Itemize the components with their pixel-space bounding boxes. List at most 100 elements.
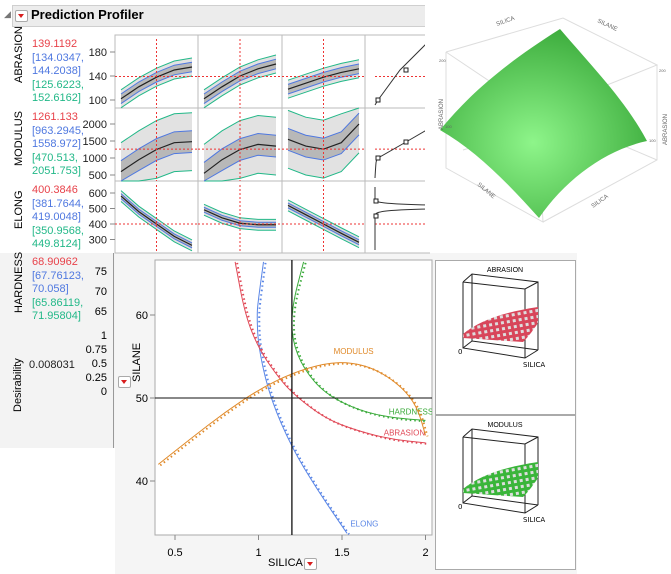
- desirability-handle: [375, 97, 381, 103]
- desirability-tick-label: 1: [100, 330, 107, 342]
- response-name-elong: ELONG: [13, 190, 25, 229]
- confidence-interval-high: 144.2038]: [32, 65, 81, 77]
- y-tick-label: 500: [89, 204, 107, 216]
- y-tick-label: 2000: [83, 119, 107, 131]
- abrasion-surface: [440, 29, 647, 218]
- mini-x-label: SILICA: [523, 516, 545, 524]
- left-panel: [0, 253, 115, 448]
- y-tick-label: 500: [89, 170, 107, 182]
- prediction-interval-band-lower: [120, 75, 193, 109]
- response-name-abrasion: ABRASION: [13, 26, 25, 83]
- prediction-interval-band-lower: [287, 152, 360, 179]
- y-tick-label: 180: [89, 47, 107, 59]
- confidence-band-upper: [203, 133, 277, 163]
- y-tick-label: 60: [136, 310, 148, 322]
- prediction-interval-high: 71.95804]: [32, 310, 81, 322]
- prediction-interval-high: 152.6162]: [32, 92, 81, 104]
- z-tick-100: 100: [445, 124, 452, 129]
- left-abrasion-label: ABRASION: [439, 99, 445, 130]
- prediction-interval-high: 2051.753]: [32, 165, 81, 177]
- surface-plot-3d[interactable]: SILICA SILANE ABRASION ABRASION SILANE S…: [425, 0, 671, 232]
- confidence-band: [288, 113, 359, 161]
- confidence-interval-high: 419.0048]: [32, 211, 81, 223]
- silane-menu-icon[interactable]: [118, 376, 131, 388]
- prediction-interval-band-lower: [287, 77, 360, 99]
- profiler-title: Prediction Profiler: [31, 7, 144, 22]
- contour-profiler: 0.5 1 1.5 2 40 50 60 ELONG ABRASION HARDNESS MODUL…: [136, 259, 433, 559]
- y-tick-label: 1500: [83, 136, 107, 148]
- confidence-band-upper: [203, 206, 276, 223]
- silica-menu-icon[interactable]: [304, 558, 317, 570]
- x-tick-label: 1: [255, 547, 261, 559]
- prediction-interval-low: [65.86119,: [32, 297, 84, 309]
- contour-label-elong: ELONG: [350, 520, 378, 529]
- disclosure-triangle-icon[interactable]: ◢: [4, 10, 11, 20]
- prediction-interval-low: [350.9568,: [32, 225, 84, 237]
- mini-surface: [463, 462, 538, 497]
- y-tick-label: 40: [136, 476, 148, 488]
- y-tick-label: 100: [89, 95, 107, 107]
- y-tick-label: 1000: [83, 153, 107, 165]
- y-tick-label: 400: [89, 219, 107, 231]
- desirability-value: 0.008031: [29, 359, 75, 371]
- silane-axis-text: SILANE: [131, 342, 143, 382]
- mini-surface-abrasion[interactable]: ABRASION 0 SILICA: [435, 260, 576, 415]
- contour-modulus: [157, 362, 426, 465]
- predicted-value: 139.1192: [32, 38, 78, 50]
- prediction-interval-band-lower: [203, 214, 276, 231]
- hardness-tick-label: 75: [94, 266, 107, 278]
- x-tick-label: 0.5: [167, 547, 182, 559]
- response-name-hardness: HARDNESS: [13, 251, 25, 313]
- desirability-handle: [373, 198, 379, 204]
- prediction-trace: [203, 209, 276, 226]
- desirability-tick-label: 0.5: [91, 358, 107, 370]
- z-tick-100-right: 100: [649, 138, 656, 143]
- contour-elong: [256, 261, 348, 534]
- hardness-desirability-axis: [113, 253, 114, 448]
- confidence-band: [121, 130, 192, 181]
- prediction-interval-low: [125.6223,: [32, 79, 84, 91]
- right-abrasion-label: ABRASION: [663, 114, 669, 145]
- hardness-tick-label: 65: [94, 306, 107, 318]
- confidence-band: [204, 59, 276, 104]
- x-tick-label: 1.5: [334, 547, 349, 559]
- confidence-interval-low: [963.2945,: [32, 125, 84, 137]
- confidence-band-lower: [120, 71, 193, 105]
- contour-label-modulus: MODULUS: [334, 347, 374, 356]
- profiler-header: ◢ Prediction Profiler: [4, 5, 426, 27]
- confidence-band-upper: [120, 130, 193, 162]
- profiler-grid: 100 140 180 500 1000 1500 2000 300 400 500 600: [83, 34, 430, 254]
- contour-label-hardness: HARDNESS: [389, 408, 433, 417]
- desirability-tick-label: 0: [100, 386, 107, 398]
- prediction-trace: [120, 66, 193, 100]
- mini-zero-label: 0: [458, 503, 462, 511]
- prediction-interval-band-lower: [121, 170, 193, 182]
- desirability-tick-label: 0.25: [85, 372, 107, 384]
- mini-x-label: SILICA: [523, 361, 545, 369]
- confidence-interval-high: 1558.972]: [32, 138, 81, 150]
- prediction-trace: [287, 68, 360, 90]
- y-tick-label: 300: [89, 235, 107, 247]
- mini-zero-label: 0: [458, 348, 462, 356]
- z-tick-200: 200: [439, 58, 446, 63]
- y-tick-label: 140: [89, 71, 107, 83]
- prediction-interval-band-lower: [204, 172, 277, 182]
- mini-surface: [463, 307, 538, 342]
- silica-axis-label: SILICA: [268, 557, 303, 569]
- contour-elong-dots: [258, 262, 350, 535]
- predicted-value: 68.90962: [32, 256, 78, 268]
- confidence-interval-low: [381.7644,: [32, 198, 84, 210]
- desirability-handle: [375, 155, 381, 161]
- contour-abrasion: [234, 261, 426, 444]
- y-tick-label: 50: [136, 393, 148, 405]
- x-tick-label: 2: [422, 547, 428, 559]
- mini-surface-modulus[interactable]: MODULUS 0 SILICA: [435, 415, 576, 570]
- red-triangle-menu-icon[interactable]: [15, 10, 28, 22]
- desirability-tick-label: 0.75: [85, 344, 107, 356]
- predicted-value: 400.3846: [32, 184, 78, 196]
- mini-title: ABRASION: [487, 267, 523, 274]
- prediction-interval-low: [470.513,: [32, 152, 78, 164]
- contour-label-abrasion: ABRASION: [384, 428, 426, 437]
- z-tick-200-right: 200: [659, 68, 666, 73]
- confidence-interval-low: [67.76123,: [32, 270, 84, 282]
